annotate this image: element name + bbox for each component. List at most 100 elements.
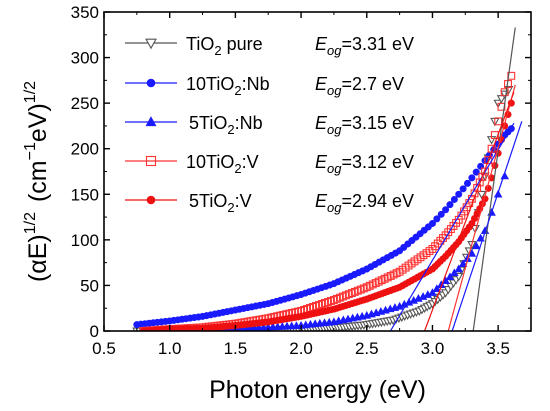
- y-tick-label: 0: [90, 322, 99, 341]
- legend-gap-symbol: E: [315, 74, 328, 94]
- legend-gap: Eog=2.94 eV: [315, 191, 414, 215]
- svg-text:(αE)1/2(cm−1eV)1/2: (αE)1/2(cm−1eV)1/2: [22, 81, 52, 282]
- x-tick-label: 0.5: [92, 339, 116, 358]
- y-axis-units-open: (cm: [24, 160, 52, 202]
- legend-series-name: 5TiO2:Nb: [189, 113, 263, 137]
- y-tick-label: 150: [71, 185, 99, 204]
- data-point: [446, 201, 454, 209]
- legend-marker: [145, 38, 157, 50]
- legend-gap-sub: og: [327, 83, 342, 98]
- legend-name-tail: :V: [242, 152, 259, 172]
- data-point: [433, 239, 442, 248]
- legend-series-name: 10TiO2:Nb: [186, 74, 270, 98]
- data-point: [472, 168, 480, 176]
- legend-item: TiO2 pure Eog=3.31 eV: [125, 34, 414, 58]
- legend-item: 10TiO2:Nb Eog=2.7 eV: [125, 74, 404, 98]
- data-point: [507, 71, 516, 80]
- legend-name-tail: :V: [235, 191, 252, 211]
- x-tick-label: 2.0: [289, 339, 313, 358]
- x-tick-label: 3.0: [421, 339, 445, 358]
- legend-gap-symbol: E: [315, 152, 328, 172]
- legend-item: 5TiO2:V Eog=2.94 eV: [125, 191, 414, 215]
- y-axis-units-mid: eV): [24, 103, 52, 142]
- x-tick-label: 1.0: [158, 339, 182, 358]
- y-axis-base: (αE): [24, 234, 52, 282]
- legend-gap-symbol: E: [315, 34, 328, 54]
- axis-ticks: 0.5 1.0 1.5 2.0 2.5 3.0 3.5 0 50 100 150 200 250 300 3…: [71, 3, 531, 358]
- legend-name-sub: 2: [234, 83, 241, 98]
- legend-series-name: TiO2 pure: [186, 34, 263, 58]
- legend-gap-value: =2.94 eV: [341, 191, 414, 211]
- x-axis-title: Photon energy (eV): [209, 376, 426, 404]
- legend-gap: Eog=2.7 eV: [315, 74, 404, 98]
- y-tick-label: 250: [71, 94, 99, 113]
- x-tick-label: 1.5: [224, 339, 248, 358]
- fit-line: [389, 122, 515, 331]
- legend-name-sub: 2: [214, 43, 221, 58]
- data-point: [463, 179, 471, 187]
- legend-name-main: 5TiO: [189, 191, 227, 211]
- legend-gap-value: =2.7 eV: [341, 74, 404, 94]
- legend-marker: [145, 116, 157, 127]
- legend-gap-symbol: E: [315, 113, 328, 133]
- y-tick-label: 50: [80, 276, 99, 295]
- data-point: [468, 174, 476, 182]
- legend-gap-value: =3.31 eV: [341, 34, 414, 54]
- x-tick-label: 3.5: [486, 339, 510, 358]
- legend-name-main: 5TiO: [189, 113, 227, 133]
- data-point: [431, 242, 440, 251]
- fit-line: [451, 121, 523, 331]
- legend-gap-sub: og: [327, 43, 342, 58]
- fit-line: [424, 91, 515, 331]
- legend-name-tail: :Nb: [242, 74, 270, 94]
- fit-lines: [389, 27, 523, 331]
- legend-name-main: TiO: [186, 34, 214, 54]
- legend-name-sub: 2: [227, 200, 234, 215]
- data-point: [442, 206, 450, 214]
- y-tick-label: 200: [71, 140, 99, 159]
- data-point: [450, 195, 458, 203]
- legend-gap-sub: og: [327, 161, 342, 176]
- data-point: [458, 259, 468, 268]
- data-point: [500, 88, 509, 97]
- legend-name-tail: pure: [222, 34, 263, 54]
- data-point: [428, 219, 436, 227]
- legend-gap-sub: og: [327, 200, 342, 215]
- legend-gap-symbol: E: [315, 191, 328, 211]
- legend-gap: Eog=3.31 eV: [315, 34, 414, 58]
- legend-gap-sub: og: [327, 122, 342, 137]
- legend-series-name: 10TiO2:V: [186, 152, 259, 176]
- fit-line: [447, 84, 516, 331]
- data-point: [432, 284, 442, 292]
- legend-name-main: 10TiO: [186, 74, 234, 94]
- legend-name-sub: 2: [227, 122, 234, 137]
- legend-gap: Eog=3.12 eV: [315, 152, 414, 176]
- data-point: [475, 178, 484, 187]
- legend-item: 5TiO2:Nb Eog=3.15 eV: [125, 113, 414, 137]
- legend-marker: [146, 195, 156, 205]
- data-point: [477, 190, 487, 200]
- series-1: [133, 125, 515, 329]
- data-layer: [132, 71, 516, 331]
- x-tick-label: 2.5: [355, 339, 379, 358]
- data-point: [428, 245, 437, 253]
- legend-item: 10TiO2:V Eog=3.12 eV: [125, 152, 414, 176]
- data-point: [455, 190, 463, 198]
- data-point: [478, 173, 487, 181]
- data-point: [445, 272, 455, 281]
- y-axis-units-exp: −1: [22, 142, 39, 160]
- data-point: [428, 288, 437, 296]
- legend-gap: Eog=3.15 eV: [315, 113, 414, 137]
- y-axis-exp1: 1/2: [22, 212, 39, 234]
- data-point: [459, 185, 467, 193]
- legend-name-sub: 2: [234, 161, 241, 176]
- y-tick-label: 100: [71, 231, 99, 250]
- data-point: [472, 241, 481, 250]
- legend-series-name: 5TiO2:V: [189, 191, 252, 215]
- data-point: [454, 264, 463, 273]
- data-point: [450, 268, 459, 277]
- y-tick-label: 300: [71, 49, 99, 68]
- y-tick-label: 350: [71, 3, 99, 22]
